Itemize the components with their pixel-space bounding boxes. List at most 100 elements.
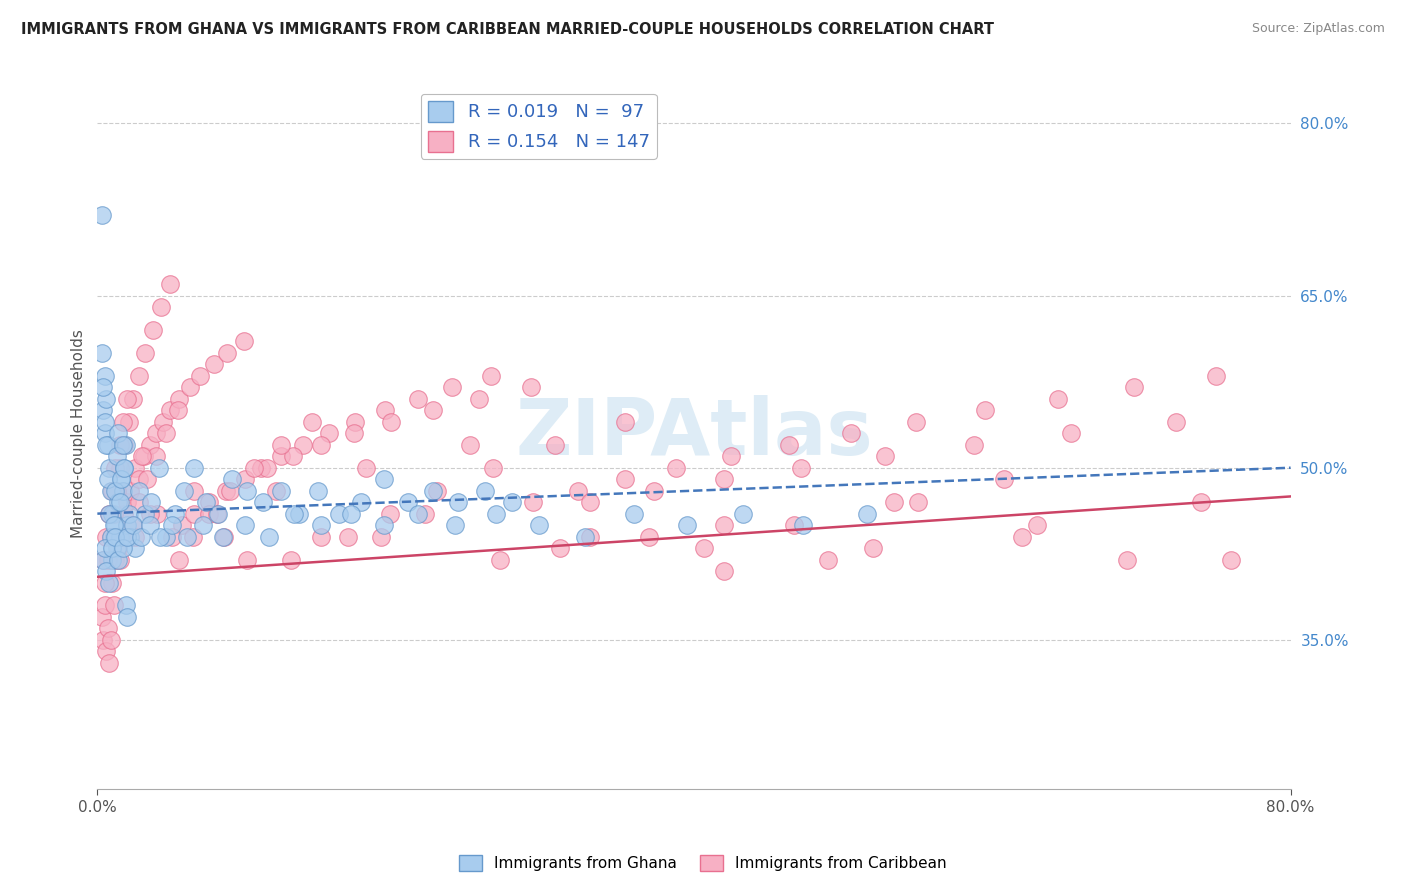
- Point: [107, 495, 129, 509]
- Point: [1164, 415, 1187, 429]
- Point: [973, 403, 995, 417]
- Point: [309, 518, 332, 533]
- Y-axis label: Married-couple Households: Married-couple Households: [72, 329, 86, 538]
- Point: [104, 530, 127, 544]
- Point: [783, 518, 806, 533]
- Point: [733, 507, 755, 521]
- Point: [217, 346, 239, 360]
- Point: [905, 415, 928, 429]
- Point: [128, 483, 150, 498]
- Point: [792, 518, 814, 533]
- Point: [301, 415, 323, 429]
- Point: [104, 518, 127, 533]
- Point: [134, 507, 156, 521]
- Point: [790, 460, 813, 475]
- Point: [115, 518, 138, 533]
- Point: [873, 449, 896, 463]
- Point: [720, 449, 742, 463]
- Point: [675, 518, 697, 533]
- Point: [97, 438, 120, 452]
- Point: [233, 518, 256, 533]
- Point: [1189, 495, 1212, 509]
- Point: [160, 530, 183, 544]
- Point: [101, 507, 124, 521]
- Text: IMMIGRANTS FROM GHANA VS IMMIGRANTS FROM CARIBBEAN MARRIED-COUPLE HOUSEHOLDS COR: IMMIGRANTS FROM GHANA VS IMMIGRANTS FROM…: [21, 22, 994, 37]
- Point: [96, 564, 118, 578]
- Point: [134, 346, 156, 360]
- Point: [115, 495, 138, 509]
- Point: [94, 426, 117, 441]
- Point: [135, 472, 157, 486]
- Point: [202, 358, 225, 372]
- Point: [110, 530, 132, 544]
- Point: [124, 541, 146, 555]
- Point: [159, 277, 181, 291]
- Point: [150, 300, 173, 314]
- Point: [256, 460, 278, 475]
- Point: [112, 438, 135, 452]
- Point: [235, 483, 257, 498]
- Point: [100, 530, 122, 544]
- Point: [100, 483, 122, 498]
- Point: [198, 507, 221, 521]
- Point: [101, 575, 124, 590]
- Point: [374, 403, 396, 417]
- Point: [108, 495, 131, 509]
- Point: [578, 530, 600, 544]
- Point: [1219, 552, 1241, 566]
- Point: [638, 530, 661, 544]
- Point: [548, 541, 571, 555]
- Point: [309, 530, 332, 544]
- Point: [287, 507, 309, 521]
- Point: [104, 552, 127, 566]
- Point: [396, 495, 419, 509]
- Point: [280, 552, 302, 566]
- Point: [578, 495, 600, 509]
- Point: [111, 483, 134, 498]
- Point: [155, 530, 177, 544]
- Point: [614, 415, 637, 429]
- Point: [252, 495, 274, 509]
- Point: [344, 415, 367, 429]
- Point: [221, 472, 243, 486]
- Point: [107, 426, 129, 441]
- Point: [198, 495, 221, 509]
- Point: [309, 438, 332, 452]
- Point: [373, 472, 395, 486]
- Point: [104, 483, 127, 498]
- Point: [97, 472, 120, 486]
- Point: [120, 483, 142, 498]
- Point: [128, 472, 150, 486]
- Point: [107, 552, 129, 566]
- Point: [112, 460, 135, 475]
- Point: [91, 380, 114, 394]
- Point: [544, 438, 567, 452]
- Point: [98, 507, 121, 521]
- Point: [108, 460, 131, 475]
- Point: [111, 415, 134, 429]
- Point: [108, 552, 131, 566]
- Point: [422, 403, 444, 417]
- Point: [614, 472, 637, 486]
- Point: [129, 530, 152, 544]
- Point: [103, 530, 125, 544]
- Point: [270, 438, 292, 452]
- Point: [458, 438, 481, 452]
- Point: [115, 530, 138, 544]
- Point: [94, 599, 117, 613]
- Point: [292, 438, 315, 452]
- Point: [103, 518, 125, 533]
- Point: [149, 530, 172, 544]
- Point: [145, 426, 167, 441]
- Point: [193, 518, 215, 533]
- Legend: R = 0.019   N =  97, R = 0.154   N = 147: R = 0.019 N = 97, R = 0.154 N = 147: [420, 94, 657, 159]
- Point: [406, 507, 429, 521]
- Point: [181, 530, 204, 544]
- Point: [96, 438, 118, 452]
- Point: [94, 415, 117, 429]
- Point: [574, 530, 596, 544]
- Point: [145, 449, 167, 463]
- Point: [132, 449, 155, 463]
- Point: [693, 541, 716, 555]
- Point: [441, 380, 464, 394]
